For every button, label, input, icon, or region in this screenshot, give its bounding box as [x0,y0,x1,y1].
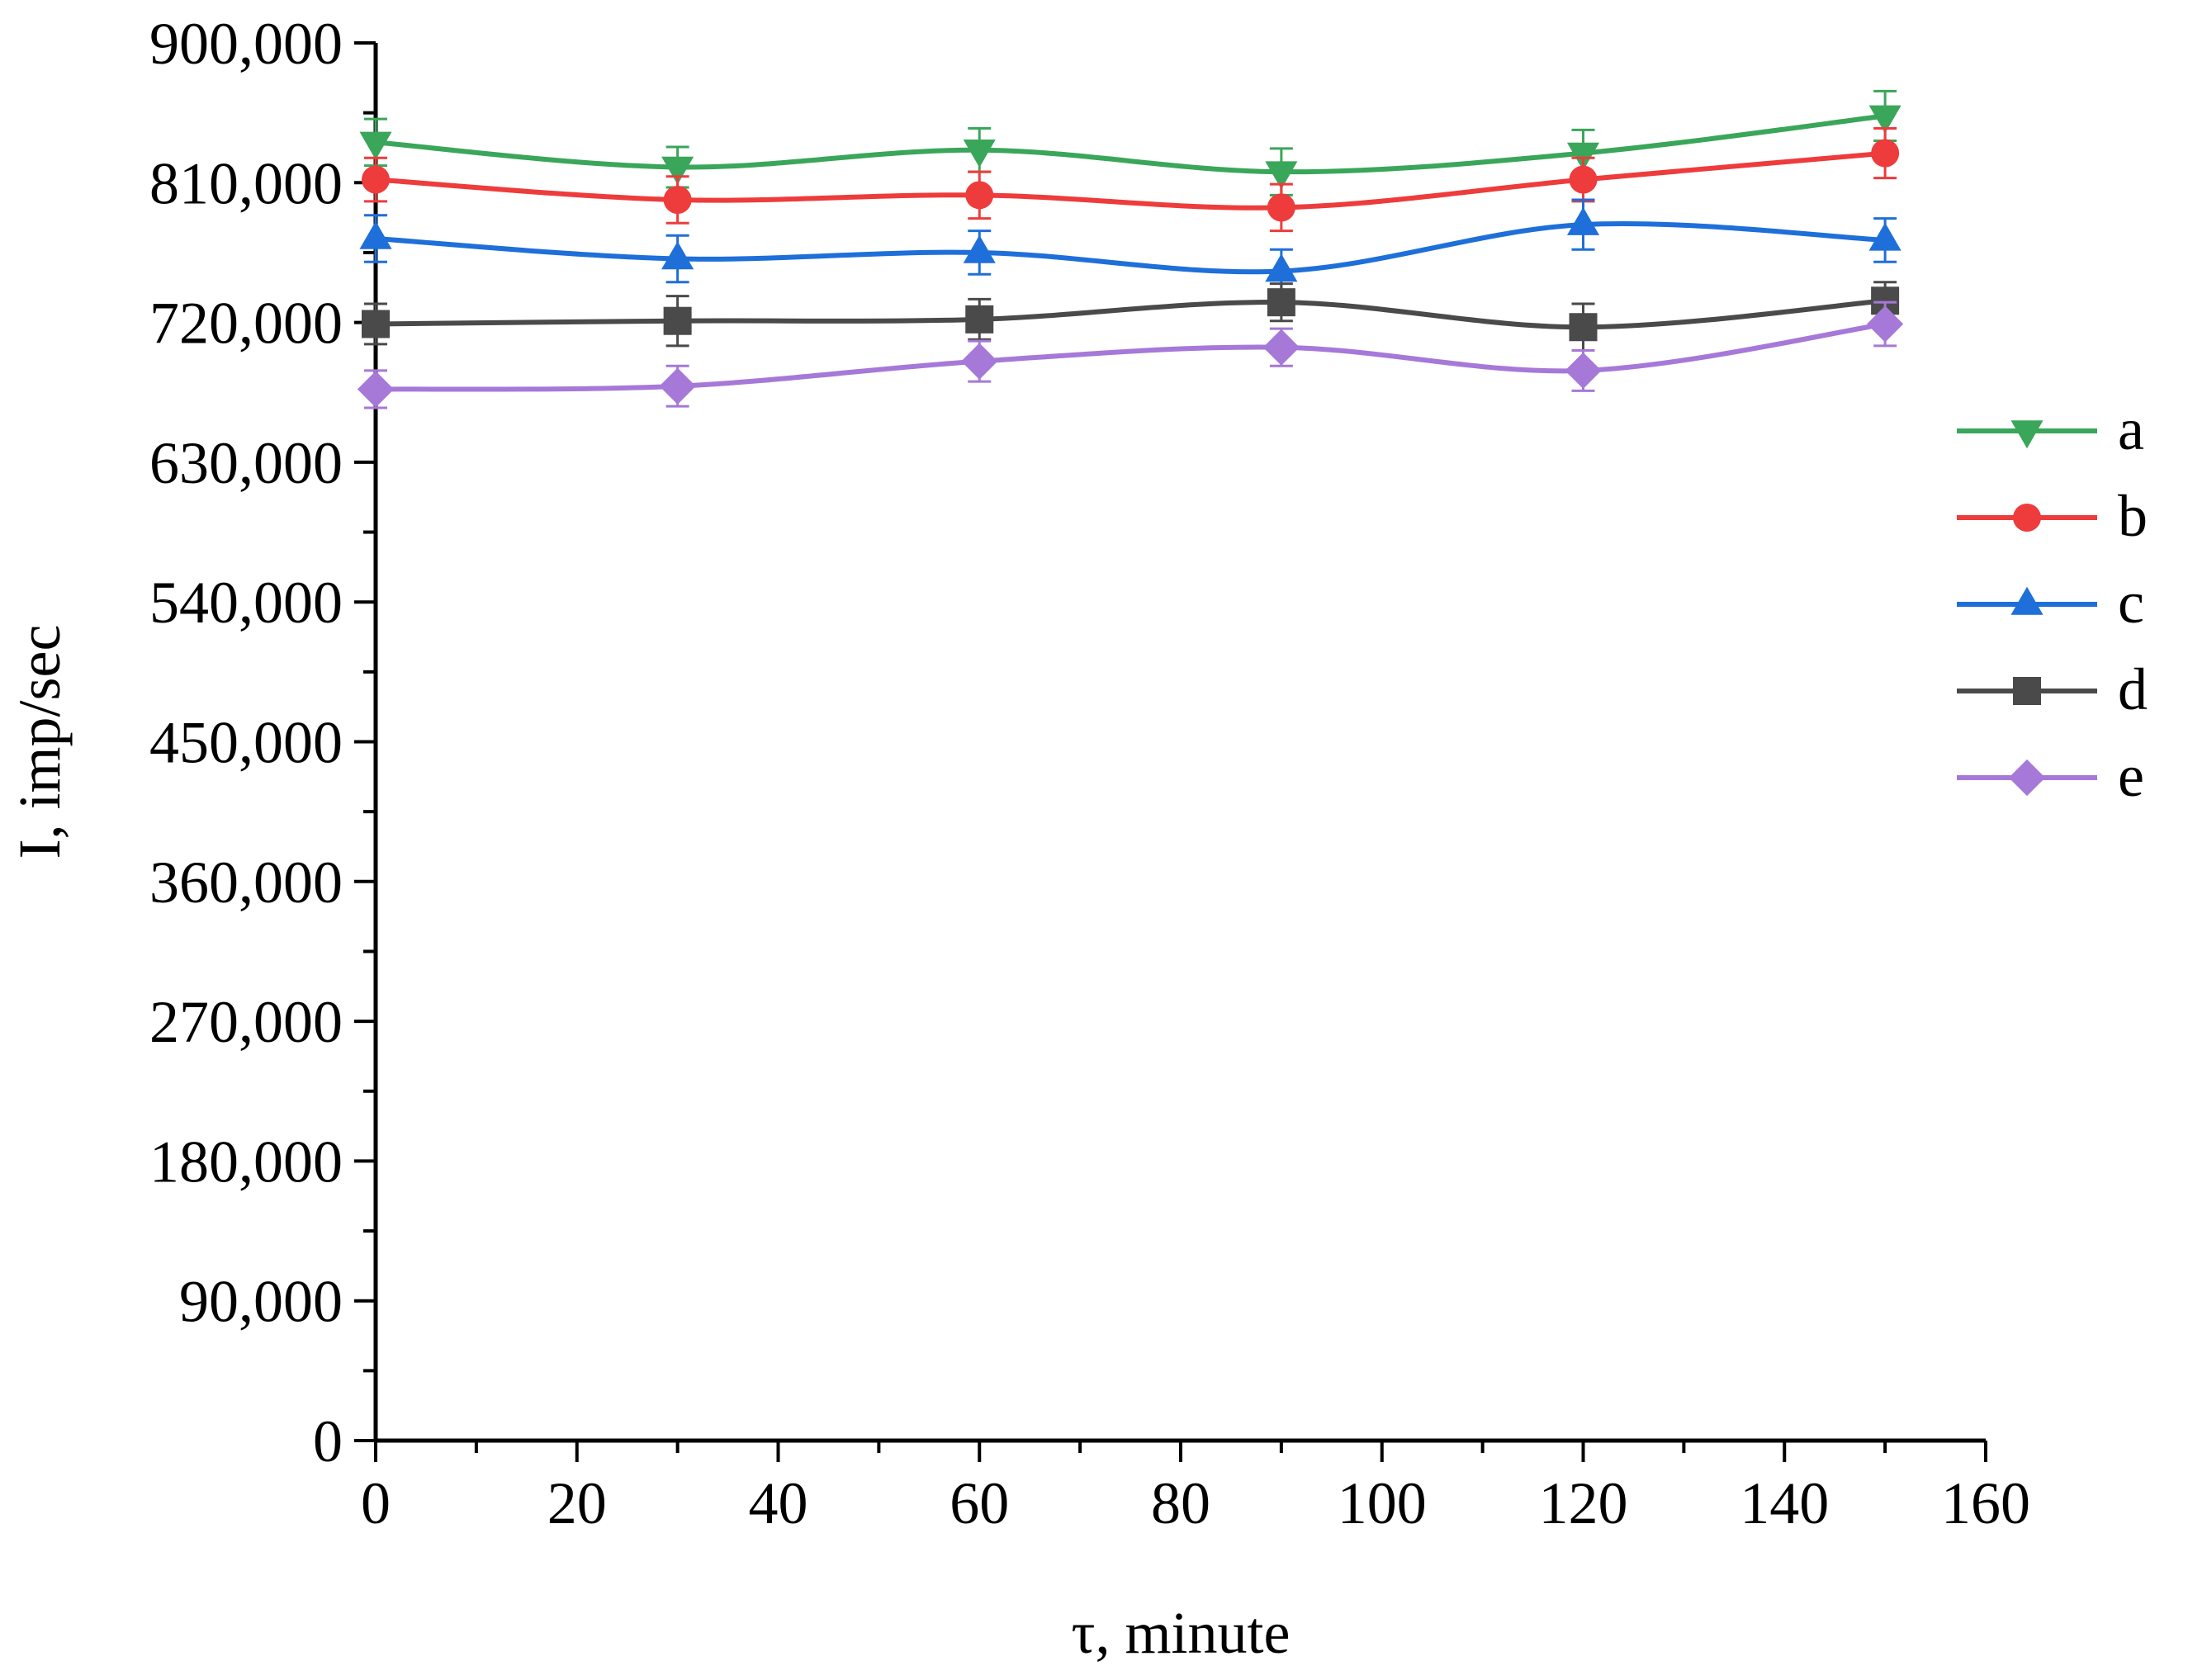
y-tick-label: 810,000 [149,150,343,216]
y-tick-label: 450,000 [149,710,343,776]
data-point-e [1565,352,1602,390]
x-axis-title: τ, minute [1072,1600,1291,1666]
data-point-e [961,343,998,380]
data-point-d [965,305,994,334]
legend-marker-d [2013,677,2041,705]
data-point-b [1267,193,1295,222]
legend-label-b: b [2118,483,2148,549]
legend-entry-d: d [1957,656,2148,722]
x-tick-label: 0 [361,1470,391,1536]
data-point-e [659,367,696,405]
series-line-e [375,321,1886,392]
data-point-b [663,185,692,214]
y-tick-label: 720,000 [149,291,343,357]
x-tick-label: 160 [1941,1470,2030,1536]
series-d [362,281,1900,352]
x-tick-label: 20 [547,1470,607,1536]
y-tick-label: 270,000 [149,989,343,1055]
data-point-c [1265,253,1298,282]
data-point-b [1569,165,1598,194]
data-point-e [357,371,395,408]
data-point-a [1868,105,1901,134]
y-tick-label: 90,000 [179,1269,343,1335]
legend-marker-e [2008,759,2046,797]
series-c [359,198,1901,295]
data-point-a [963,140,996,168]
legend-label-c: c [2118,570,2144,636]
y-tick-label: 180,000 [149,1129,343,1195]
legend-entry-a: a [1957,396,2144,462]
x-tick-label: 60 [950,1470,1009,1536]
y-tick-label: 0 [313,1408,343,1474]
data-point-d [663,306,692,335]
y-tick-label: 360,000 [149,849,343,916]
series-line-b [375,150,1886,211]
legend-entry-b: b [1957,483,2148,549]
data-point-a [661,156,694,185]
series-line-a [375,113,1886,175]
x-tick-label: 120 [1539,1470,1628,1536]
data-point-b [362,165,390,194]
data-point-d [1267,288,1295,317]
data-point-a [359,131,392,160]
data-point-c [661,241,694,270]
y-axis: 0 90,000 180,000 270,000 360,000 450,000 540,0… [149,11,376,1474]
data-point-c [1868,222,1901,251]
data-point-e [1867,305,1904,343]
x-tick-label: 140 [1740,1470,1829,1536]
legend-entry-e: e [1957,743,2144,809]
y-tick-label: 630,000 [149,430,343,496]
series-a [359,89,1901,196]
x-tick-label: 80 [1151,1470,1210,1536]
legend-marker-a [2010,420,2044,449]
legend-label-a: a [2118,396,2144,462]
series-line-c [375,221,1886,275]
legend-marker-b [2013,504,2041,532]
data-point-b [1871,139,1900,168]
x-tick-label: 100 [1338,1470,1427,1536]
x-tick-label: 40 [749,1470,808,1536]
y-tick-label: 900,000 [149,11,343,77]
series-line-d [375,298,1886,330]
legend-entry-c: c [1957,570,2144,636]
data-point-c [1566,206,1600,235]
plot-frame [373,43,1986,1443]
data-point-d [362,310,390,338]
data-point-a [1265,161,1298,190]
y-axis-title: I, imp/sec [7,625,73,859]
legend-label-d: d [2118,656,2148,722]
data-point-c [359,220,392,249]
legend-marker-c [2010,586,2044,615]
data-point-e [1262,329,1300,366]
series-layer [357,89,1904,409]
series-b [362,126,1900,233]
data-point-c [963,234,996,263]
legend-label-e: e [2118,743,2144,809]
data-point-d [1569,313,1598,342]
series-e [357,301,1904,409]
y-tick-label: 540,000 [149,570,343,636]
x-axis: 0 20 40 60 80 100 120 140 160 [361,1441,2030,1536]
data-point-b [965,181,994,210]
